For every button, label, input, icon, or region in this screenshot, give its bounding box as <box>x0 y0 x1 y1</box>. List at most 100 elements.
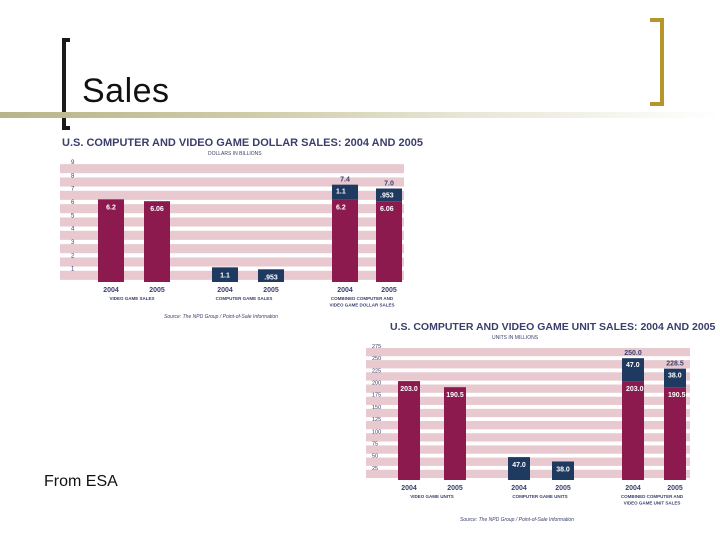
y-tick-label: 9 <box>71 160 75 166</box>
grid-band <box>60 230 404 240</box>
bar-segment-label: 6.2 <box>336 204 346 211</box>
x-group-label: VIDEO GAME SALES <box>109 296 154 301</box>
x-group-label: VIDEO GAME UNIT SALES <box>624 501 681 506</box>
y-tick-label: 275 <box>372 344 381 350</box>
y-tick-label: 4 <box>71 227 75 233</box>
bar-segment-label: 203.0 <box>626 386 644 393</box>
bar-computer <box>508 457 530 480</box>
y-tick-label: 75 <box>372 441 378 447</box>
bar-total-label: 7.0 <box>384 180 394 187</box>
bar-segment-label: .953 <box>380 192 394 199</box>
bar-video <box>144 201 170 282</box>
chart-title: U.S. COMPUTER AND VIDEO GAME UNIT SALES:… <box>390 321 716 333</box>
bar-combined-computer <box>664 368 686 388</box>
y-tick-label: 5 <box>71 213 75 219</box>
x-group-label: COMBINED COMPUTER AND <box>331 296 394 301</box>
bar-total-label: 7.4 <box>340 177 350 184</box>
grid-band <box>366 360 690 369</box>
bar-video <box>398 381 420 480</box>
grid-band <box>366 421 690 430</box>
bar-value-label: .953 <box>264 274 278 281</box>
y-tick-label: 7 <box>71 187 75 193</box>
y-tick-label: 1 <box>71 267 75 273</box>
bar-segment-label: 190.5 <box>668 392 686 399</box>
x-year-label: 2005 <box>263 287 279 294</box>
y-tick-label: 3 <box>71 240 75 246</box>
chart-source-note: Source: The NPD Group / Point-of-Sale In… <box>164 314 278 320</box>
bar-total-label: 228.5 <box>666 361 684 368</box>
y-tick-label: 150 <box>372 405 381 411</box>
y-tick-label: 100 <box>372 429 381 435</box>
bar-value-label: 203.0 <box>400 386 418 393</box>
x-group-label: COMPUTER GAME UNITS <box>512 494 567 499</box>
title-underline-rule <box>0 112 720 118</box>
y-tick-label: 50 <box>372 454 378 460</box>
slide-title: Sales <box>82 72 170 110</box>
grid-band <box>60 244 404 254</box>
chart-subtitle: UNITS IN MILLIONS <box>492 335 539 341</box>
bar-computer <box>212 267 238 282</box>
bar-video <box>98 199 124 282</box>
bar-value-label: 6.2 <box>106 204 116 211</box>
bar-segment-label: 38.0 <box>668 373 682 380</box>
x-group-label: VIDEO GAME UNITS <box>410 494 454 499</box>
y-tick-label: 250 <box>372 356 381 362</box>
bar-total-label: 250.0 <box>624 350 642 357</box>
bar-value-label: 38.0 <box>556 466 570 473</box>
bar-value-label: 190.5 <box>446 392 464 399</box>
x-group-label: COMPUTER GAME SALES <box>216 296 273 301</box>
y-tick-label: 2 <box>71 253 75 259</box>
y-tick-label: 8 <box>71 173 75 179</box>
grid-band <box>60 217 404 227</box>
chart-source-note: Source: The NPD Group / Point-of-Sale In… <box>460 517 574 523</box>
grid-band <box>366 396 690 405</box>
x-year-label: 2005 <box>447 485 463 492</box>
x-year-label: 2005 <box>555 485 571 492</box>
bar-value-label: 47.0 <box>512 462 526 469</box>
bar-segment-label: 1.1 <box>336 189 346 196</box>
grid-band <box>60 204 404 214</box>
bar-value-label: 1.1 <box>220 272 230 279</box>
unit-sales-chart: U.S. COMPUTER AND VIDEO GAME UNIT SALES:… <box>366 321 716 523</box>
grid-band <box>366 408 690 418</box>
bar-segment-label: 6.06 <box>380 206 394 213</box>
bar-segment-label: 47.0 <box>626 362 640 369</box>
x-year-label: 2004 <box>625 485 641 492</box>
x-year-label: 2004 <box>511 485 527 492</box>
grid-band <box>366 372 690 381</box>
dollar-sales-chart: U.S. COMPUTER AND VIDEO GAME DOLLAR SALE… <box>60 137 423 320</box>
y-tick-label: 175 <box>372 393 381 399</box>
grid-band <box>366 347 690 357</box>
grid-band <box>366 384 690 393</box>
x-group-label: COMBINED COMPUTER AND <box>621 494 684 499</box>
grid-band <box>60 177 404 187</box>
grid-band <box>60 257 404 267</box>
bar-video <box>444 387 466 480</box>
y-tick-label: 125 <box>372 417 381 423</box>
x-year-label: 2005 <box>381 287 397 294</box>
bar-combined-computer <box>622 358 644 382</box>
chart-title: U.S. COMPUTER AND VIDEO GAME DOLLAR SALE… <box>62 137 423 149</box>
bar-combined-video <box>332 199 358 282</box>
bar-computer <box>258 269 284 282</box>
y-tick-label: 200 <box>372 381 381 387</box>
bar-combined-video <box>622 381 644 480</box>
y-tick-label: 25 <box>372 466 378 472</box>
right-bracket-decoration <box>650 18 664 106</box>
bar-combined-computer <box>376 188 402 202</box>
bar-combined-computer <box>332 184 358 200</box>
bar-computer <box>552 461 574 480</box>
x-year-label: 2005 <box>149 287 165 294</box>
grid-band <box>60 190 404 200</box>
bar-combined-video <box>664 387 686 480</box>
chart-subtitle: DOLLARS IN BILLIONS <box>208 151 262 157</box>
grid-band <box>366 445 690 454</box>
bar-combined-video <box>376 201 402 282</box>
x-year-label: 2004 <box>337 287 353 294</box>
bar-value-label: 6.06 <box>150 206 164 213</box>
grid-band <box>60 164 404 174</box>
x-group-label: VIDEO GAME DOLLAR SALES <box>329 303 394 308</box>
left-bracket-decoration <box>62 38 70 130</box>
y-tick-label: 6 <box>71 200 75 206</box>
footer-source-note: From ESA <box>44 473 118 490</box>
